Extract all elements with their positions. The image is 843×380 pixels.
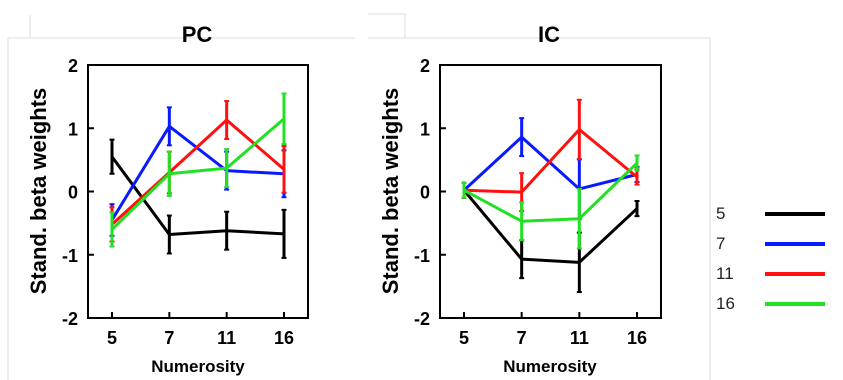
x-tick-label: 16	[627, 328, 647, 348]
y-tick-label: -2	[62, 309, 78, 329]
x-tick-label: 11	[217, 328, 236, 348]
chart-panel-pc: PC Stand. beta weights Numerosity 2 1 0 -1 -…	[26, 22, 309, 376]
chart-title: IC	[538, 22, 560, 47]
y-tick-label: 2	[68, 56, 78, 76]
legend-label: 16	[716, 294, 735, 313]
legend-item-5: 5	[712, 200, 837, 230]
x-tick-label: 11	[570, 328, 589, 348]
legend-swatch	[765, 212, 825, 216]
legend-swatch	[765, 302, 825, 306]
y-tick-label: 0	[420, 183, 430, 203]
legend-label: 5	[716, 204, 726, 223]
x-tick-label: 5	[459, 328, 469, 348]
y-tick-label: 1	[420, 119, 430, 139]
series-line-5	[110, 155, 285, 237]
x-axis-label: Numerosity	[151, 357, 245, 376]
y-tick-label: -1	[414, 246, 430, 266]
y-tick-label: 0	[68, 183, 78, 203]
y-tick-label: 1	[68, 119, 78, 139]
x-tick-label: 16	[274, 328, 294, 348]
y-tick-label: 2	[420, 56, 430, 76]
series-line-7	[462, 135, 638, 192]
legend-swatch	[765, 242, 825, 246]
y-axis-label: Stand. beta weights	[378, 88, 403, 295]
legend-swatch	[765, 272, 825, 276]
plot-area	[87, 64, 309, 319]
x-tick-label: 7	[164, 328, 174, 348]
series-line-16	[110, 117, 285, 231]
series-line-5	[462, 189, 639, 264]
x-axis-label: Numerosity	[503, 357, 597, 376]
y-axis-label: Stand. beta weights	[26, 88, 51, 295]
legend-item-16: 16	[712, 290, 837, 320]
chart-title: PC	[182, 22, 213, 47]
chart-panel-ic: IC Stand. beta weights Numerosity 2 1 0 -1 -…	[378, 22, 662, 376]
y-tick-label: -1	[62, 246, 78, 266]
series-line-16	[463, 161, 639, 223]
x-tick-label: 5	[107, 328, 117, 348]
legend-item-7: 7	[712, 230, 837, 260]
legend-label: 11	[716, 264, 734, 283]
legend-label: 7	[716, 234, 726, 253]
series-line-11	[463, 128, 638, 194]
x-tick-label: 7	[517, 328, 527, 348]
legend-item-11: 11	[712, 260, 837, 290]
y-tick-label: -2	[414, 309, 430, 329]
series-line-7	[110, 124, 285, 221]
